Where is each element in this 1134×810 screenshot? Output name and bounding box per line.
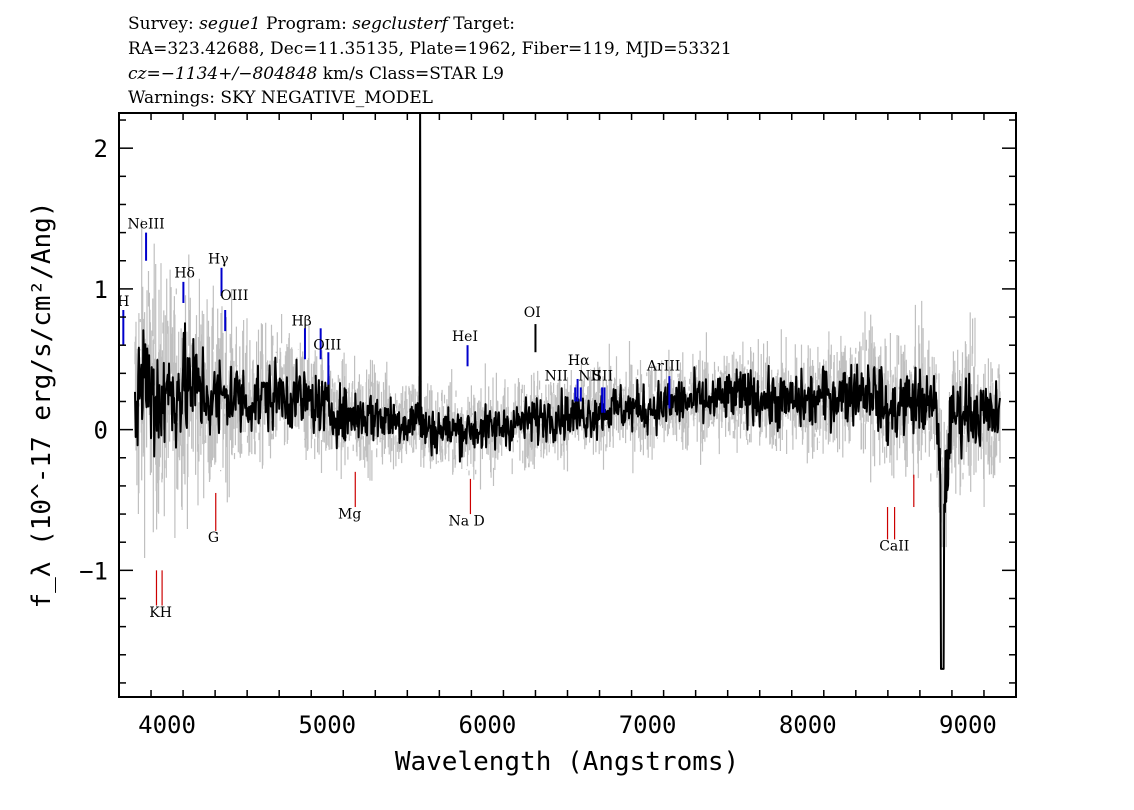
x-tick-label: 8000 <box>779 711 837 739</box>
header-line-3: cz=−1134+/−804848 km/s Class=STAR L9 <box>128 64 504 84</box>
header-line-1: Survey: segue1 Program: segclusterf Targ… <box>128 14 515 34</box>
flux-line <box>134 113 1001 670</box>
line-label: Hδ <box>174 266 195 282</box>
y-tick-label: 2 <box>94 135 108 163</box>
x-tick-label: 6000 <box>459 711 517 739</box>
plot-area <box>122 113 1001 670</box>
x-axis-title: Wavelength (Angstroms) <box>395 747 739 777</box>
header-line-2: RA=323.42688, Dec=11.35135, Plate=1962, … <box>128 39 732 59</box>
y-tick-label: 0 <box>94 417 108 445</box>
x-tick-label: 5000 <box>298 711 356 739</box>
line-label: H <box>117 294 129 310</box>
spectral-line-markers <box>122 232 915 606</box>
header-text: Survey: segue1 Program: segclusterf Targ… <box>128 14 732 108</box>
line-label: ArIII <box>646 359 680 375</box>
line-label: SII <box>592 368 613 384</box>
line-label: NII <box>545 368 568 384</box>
line-label: G <box>208 530 219 546</box>
y-tick-label: 1 <box>94 276 108 304</box>
line-label: NII <box>578 368 601 384</box>
line-label: NeIII <box>127 216 164 232</box>
y-tick-label: −1 <box>79 557 108 585</box>
spectral-line-labels: HNeIIIHδHγOIIIHβOIIIHeIOINIIHαNIISIIArII… <box>117 216 909 620</box>
line-label: HeI <box>452 329 478 345</box>
plot-frame <box>118 112 1017 698</box>
x-tick-label: 9000 <box>939 711 997 739</box>
line-label: OIII <box>220 288 248 304</box>
line-label: Hβ <box>291 313 311 329</box>
line-label: CaII <box>879 539 909 555</box>
axis-tick-labels: 4000 5000 6000 7000 8000 9000 −1 0 1 2 <box>79 135 997 739</box>
flux-spectrum <box>134 113 1001 670</box>
line-label: OIII <box>313 337 341 353</box>
line-label: Mg <box>338 506 361 522</box>
x-tick-label: 7000 <box>619 711 677 739</box>
line-label: Na D <box>448 513 484 529</box>
x-tick-label: 4000 <box>138 711 196 739</box>
line-label: OI <box>524 305 541 321</box>
line-label: Hα <box>568 353 590 369</box>
line-label: KH <box>149 605 172 621</box>
axis-ticks <box>118 113 1017 697</box>
line-label: Hγ <box>208 252 229 268</box>
header-line-4: Warnings: SKY NEGATIVE_MODEL <box>128 88 433 108</box>
y-axis-title: f_λ (10^-17 erg/s/cm²/Ang) <box>27 202 57 609</box>
